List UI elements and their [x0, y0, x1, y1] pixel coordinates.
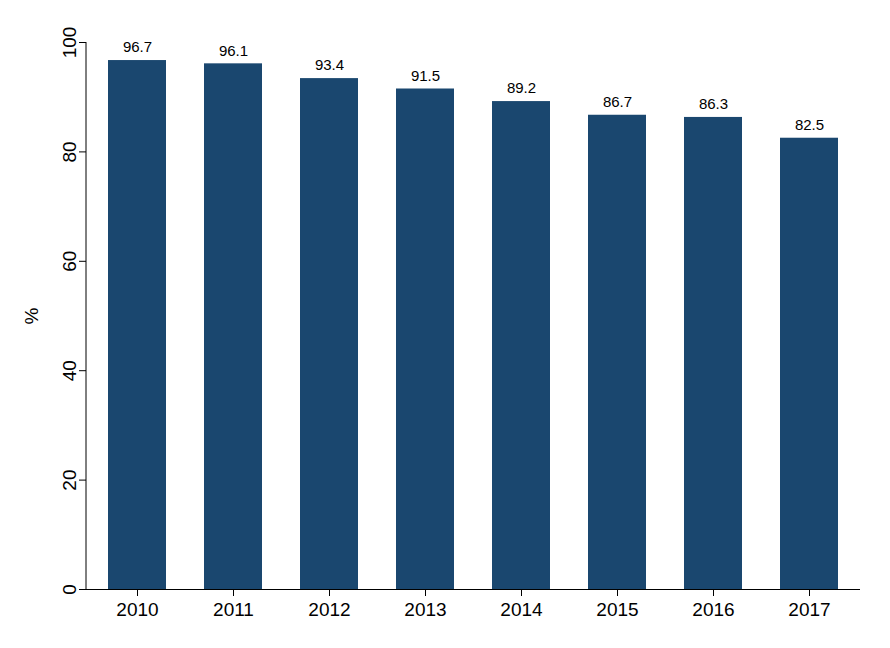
svg-text:60: 60: [59, 251, 80, 272]
svg-text:2013: 2013: [404, 599, 446, 620]
svg-text:2017: 2017: [788, 599, 830, 620]
svg-text:80: 80: [59, 141, 80, 162]
svg-text:2014: 2014: [500, 599, 543, 620]
svg-text:20: 20: [59, 470, 80, 491]
svg-text:2016: 2016: [692, 599, 734, 620]
svg-text:2015: 2015: [596, 599, 638, 620]
svg-text:86.7: 86.7: [603, 93, 632, 110]
svg-text:2010: 2010: [116, 599, 158, 620]
svg-text:89.2: 89.2: [507, 79, 536, 96]
svg-text:91.5: 91.5: [411, 67, 440, 84]
svg-text:96.1: 96.1: [219, 42, 248, 59]
svg-text:2011: 2011: [213, 599, 254, 620]
svg-text:100: 100: [59, 27, 80, 59]
svg-text:0: 0: [59, 584, 80, 595]
svg-text:2012: 2012: [308, 599, 350, 620]
svg-text:86.3: 86.3: [699, 95, 728, 112]
svg-text:96.7: 96.7: [123, 38, 152, 55]
svg-text:82.5: 82.5: [795, 116, 824, 133]
svg-text:93.4: 93.4: [315, 56, 344, 73]
svg-text:%: %: [21, 307, 42, 324]
svg-text:40: 40: [59, 360, 80, 381]
